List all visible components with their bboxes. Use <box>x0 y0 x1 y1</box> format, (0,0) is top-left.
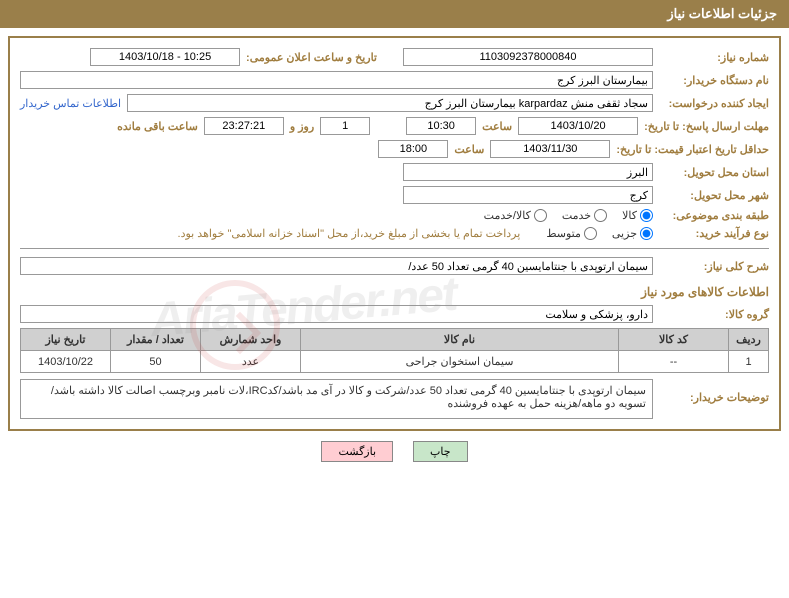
announce-date-label: تاریخ و ساعت اعلان عمومی: <box>246 51 377 64</box>
purchase-medium-label: متوسط <box>546 227 581 240</box>
price-validity-date-input[interactable] <box>490 140 610 158</box>
category-service-label: خدمت <box>562 209 591 222</box>
row-buyer-org: نام دستگاه خریدار: <box>20 71 769 89</box>
need-desc-label: شرح کلی نیاز: <box>659 260 769 273</box>
row-requester: ایجاد کننده درخواست: اطلاعات تماس خریدار <box>20 94 769 112</box>
purchase-partial-radio[interactable] <box>640 227 653 240</box>
th-unit: واحد شمارش <box>201 329 301 351</box>
row-price-validity: حداقل تاریخ اعتبار قیمت: تا تاریخ: ساعت <box>20 140 769 158</box>
contact-link[interactable]: اطلاعات تماس خریدار <box>20 97 121 110</box>
price-validity-label: حداقل تاریخ اعتبار قیمت: تا تاریخ: <box>616 143 769 156</box>
td-unit: عدد <box>201 351 301 373</box>
back-button[interactable]: بازگشت <box>321 441 393 462</box>
delivery-province-label: استان محل تحویل: <box>659 166 769 179</box>
page-header: جزئیات اطلاعات نیاز <box>0 0 789 28</box>
need-desc-input[interactable] <box>20 257 653 275</box>
row-delivery-city: شهر محل تحویل: <box>20 186 769 204</box>
requester-input[interactable] <box>127 94 653 112</box>
day-count-input[interactable] <box>320 117 370 135</box>
response-deadline-label: مهلت ارسال پاسخ: تا تاریخ: <box>644 120 769 133</box>
category-both-radio[interactable] <box>534 209 547 222</box>
category-radio-group: کالا خدمت کالا/خدمت <box>484 209 653 222</box>
time-label-2: ساعت <box>454 143 484 156</box>
category-goods-item[interactable]: کالا <box>622 209 653 222</box>
requester-label: ایجاد کننده درخواست: <box>659 97 769 110</box>
buyer-org-label: نام دستگاه خریدار: <box>659 74 769 87</box>
th-code: کد کالا <box>619 329 729 351</box>
category-both-label: کالا/خدمت <box>484 209 531 222</box>
row-need-number: شماره نیاز: تاریخ و ساعت اعلان عمومی: <box>20 48 769 66</box>
row-need-desc: شرح کلی نیاز: <box>20 257 769 275</box>
category-service-item[interactable]: خدمت <box>562 209 607 222</box>
day-label: روز و <box>290 120 314 133</box>
table-row: 1 -- سیمان استخوان جراحی عدد 50 1403/10/… <box>21 351 769 373</box>
category-goods-label: کالا <box>622 209 637 222</box>
purchase-medium-radio[interactable] <box>584 227 597 240</box>
need-number-label: شماره نیاز: <box>659 51 769 64</box>
th-name: نام کالا <box>301 329 619 351</box>
goods-table: ردیف کد کالا نام کالا واحد شمارش تعداد /… <box>20 328 769 373</box>
td-qty: 50 <box>111 351 201 373</box>
row-category: طبقه بندی موضوعی: کالا خدمت کالا/خدمت <box>20 209 769 222</box>
row-delivery-province: استان محل تحویل: <box>20 163 769 181</box>
row-response-deadline: مهلت ارسال پاسخ: تا تاریخ: ساعت روز و سا… <box>20 117 769 135</box>
category-label: طبقه بندی موضوعی: <box>659 209 769 222</box>
purchase-type-label: نوع فرآیند خرید: <box>659 227 769 240</box>
td-date: 1403/10/22 <box>21 351 111 373</box>
purchase-partial-item[interactable]: جزیی <box>612 227 653 240</box>
price-validity-time-input[interactable] <box>378 140 448 158</box>
row-purchase-type: نوع فرآیند خرید: جزیی متوسط پرداخت تمام … <box>20 227 769 240</box>
purchase-medium-item[interactable]: متوسط <box>546 227 597 240</box>
main-container: شماره نیاز: تاریخ و ساعت اعلان عمومی: نا… <box>8 36 781 431</box>
remaining-label: ساعت باقی مانده <box>117 120 198 133</box>
td-name: سیمان استخوان جراحی <box>301 351 619 373</box>
row-goods-group: گروه کالا: <box>20 305 769 323</box>
time-label-1: ساعت <box>482 120 512 133</box>
th-qty: تعداد / مقدار <box>111 329 201 351</box>
goods-info-title: اطلاعات کالاهای مورد نیاز <box>20 285 769 299</box>
divider-1 <box>20 248 769 249</box>
buyer-notes-box: سیمان ارتوپدی با جنتامایسین 40 گرمی تعدا… <box>20 379 653 419</box>
print-button[interactable]: چاپ <box>413 441 468 462</box>
delivery-city-label: شهر محل تحویل: <box>659 189 769 202</box>
payment-note: پرداخت تمام یا بخشی از مبلغ خرید،از محل … <box>178 227 521 240</box>
goods-group-input[interactable] <box>20 305 653 323</box>
td-num: 1 <box>729 351 769 373</box>
th-date: تاریخ نیاز <box>21 329 111 351</box>
table-header-row: ردیف کد کالا نام کالا واحد شمارش تعداد /… <box>21 329 769 351</box>
response-time-input[interactable] <box>406 117 476 135</box>
need-number-input[interactable] <box>403 48 653 66</box>
purchase-partial-label: جزیی <box>612 227 637 240</box>
th-row: ردیف <box>729 329 769 351</box>
buyer-notes-label: توضیحات خریدار: <box>659 379 769 404</box>
td-code: -- <box>619 351 729 373</box>
row-buyer-notes: توضیحات خریدار: سیمان ارتوپدی با جنتامای… <box>20 379 769 419</box>
goods-group-label: گروه کالا: <box>659 308 769 321</box>
countdown-input[interactable] <box>204 117 284 135</box>
category-service-radio[interactable] <box>594 209 607 222</box>
category-both-item[interactable]: کالا/خدمت <box>484 209 547 222</box>
header-title: جزئیات اطلاعات نیاز <box>667 6 777 21</box>
buyer-org-input[interactable] <box>20 71 653 89</box>
response-date-input[interactable] <box>518 117 638 135</box>
button-row: چاپ بازگشت <box>0 441 789 462</box>
delivery-province-input[interactable] <box>403 163 653 181</box>
delivery-city-input[interactable] <box>403 186 653 204</box>
announce-date-input[interactable] <box>90 48 240 66</box>
category-goods-radio[interactable] <box>640 209 653 222</box>
purchase-radio-group: جزیی متوسط <box>546 227 653 240</box>
